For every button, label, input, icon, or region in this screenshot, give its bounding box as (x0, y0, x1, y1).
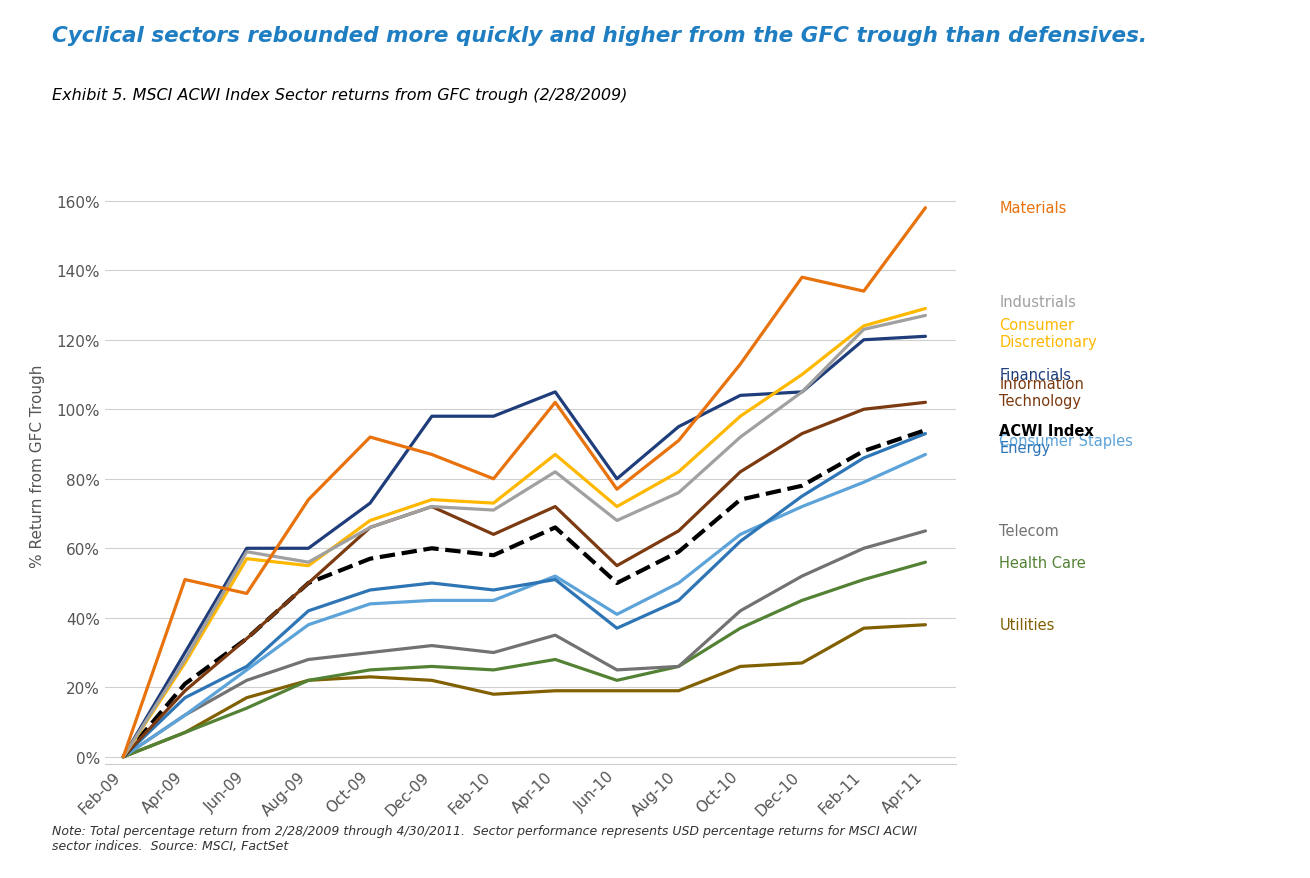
Text: Note: Total percentage return from 2/28/2009 through 4/30/2011.  Sector performa: Note: Total percentage return from 2/28/… (52, 824, 917, 852)
Text: Information
Technology: Information Technology (1000, 377, 1085, 408)
Text: Cyclical sectors rebounded more quickly and higher from the GFC trough than defe: Cyclical sectors rebounded more quickly … (52, 26, 1148, 47)
Text: Telecom: Telecom (1000, 524, 1060, 539)
Text: Energy: Energy (1000, 441, 1051, 456)
Text: Consumer
Discretionary: Consumer Discretionary (1000, 317, 1098, 349)
Y-axis label: % Return from GFC Trough: % Return from GFC Trough (30, 363, 46, 567)
Text: Exhibit 5. MSCI ACWI Index Sector returns from GFC trough (2/28/2009): Exhibit 5. MSCI ACWI Index Sector return… (52, 88, 627, 103)
Text: Consumer Staples: Consumer Staples (1000, 434, 1133, 449)
Text: Materials: Materials (1000, 201, 1066, 216)
Text: Health Care: Health Care (1000, 555, 1086, 570)
Text: Utilities: Utilities (1000, 617, 1055, 632)
Text: Financials: Financials (1000, 368, 1072, 383)
Text: ACWI Index: ACWI Index (1000, 423, 1094, 438)
Text: Industrials: Industrials (1000, 295, 1077, 310)
